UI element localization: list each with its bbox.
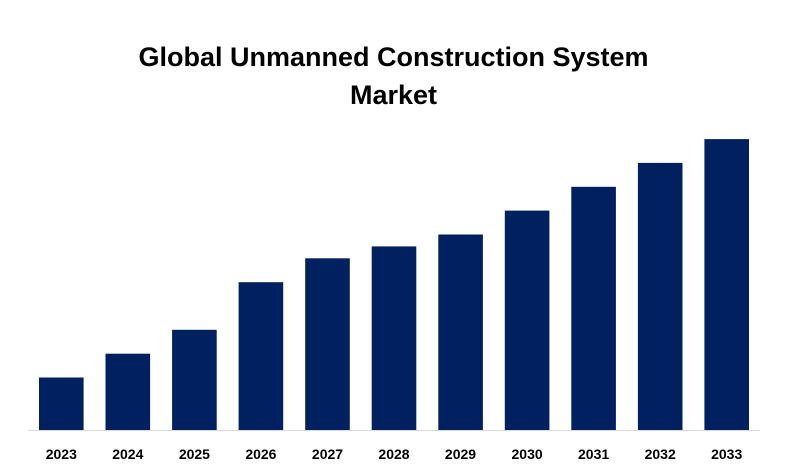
x-tick-label-2029: 2029 bbox=[445, 446, 476, 462]
bar-2024 bbox=[105, 353, 151, 430]
x-tick-label-2023: 2023 bbox=[46, 446, 77, 462]
bars-group bbox=[39, 139, 749, 430]
chart-title-line-1: Global Unmanned Construction System bbox=[138, 42, 649, 72]
x-tick-label-2026: 2026 bbox=[245, 446, 276, 462]
chart-title-line-2: Market bbox=[349, 80, 438, 110]
bar-2023 bbox=[39, 377, 84, 430]
bar-2026 bbox=[238, 282, 284, 430]
bar-2027 bbox=[305, 258, 350, 430]
x-tick-label-2027: 2027 bbox=[312, 446, 343, 462]
x-tick-labels: 2023 2024 2025 2026 2027 2028 2029 2030 2031 2032… bbox=[46, 446, 743, 462]
bar-2032 bbox=[637, 162, 683, 430]
bar-2030 bbox=[504, 210, 550, 430]
x-tick-label-2028: 2028 bbox=[378, 446, 409, 462]
x-tick-label-2030: 2030 bbox=[512, 446, 543, 462]
x-tick-label-2033: 2033 bbox=[711, 446, 742, 462]
x-tick-label-2025: 2025 bbox=[179, 446, 210, 462]
x-tick-label-2024: 2024 bbox=[112, 446, 143, 462]
chart-title: Global Unmanned Construction System Mark… bbox=[0, 38, 787, 114]
bar-2029 bbox=[438, 234, 483, 430]
bar-2031 bbox=[571, 186, 616, 430]
x-tick-label-2032: 2032 bbox=[645, 446, 676, 462]
bar-2028 bbox=[371, 246, 417, 430]
bar-2033 bbox=[704, 139, 749, 430]
bar-2025 bbox=[172, 329, 217, 430]
x-tick-label-2031: 2031 bbox=[578, 446, 609, 462]
